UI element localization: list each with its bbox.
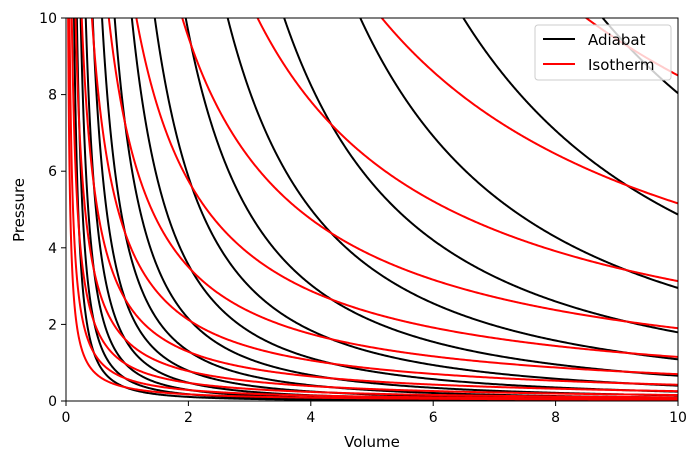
x-tick-label: 10 [669,410,687,426]
adiabat-curve-5 [184,18,678,377]
x-tick-label: 8 [551,410,560,426]
legend-adiabat-label: Adiabat [588,31,646,49]
isotherm-curve-4 [135,18,678,358]
y-axis-label: Pressure [10,178,28,242]
isotherm-curve-3 [181,18,678,330]
x-tick-label: 2 [184,410,193,426]
x-tick-label: 0 [62,410,71,426]
adiabat-curve-2 [359,18,678,290]
legend-isotherm-label: Isotherm [588,56,655,74]
y-tick-label: 0 [48,394,57,410]
isotherm-curve-1 [380,18,678,205]
adiabat-curve-6 [153,18,678,387]
x-axis-label: Volume [344,433,400,451]
adiabat-curve-1 [462,18,678,216]
isotherm-curve-7 [80,18,678,393]
axes-frame [65,17,679,402]
isotherm-curve-11 [67,18,678,401]
isotherm-curve-6 [90,18,678,386]
adiabat-curve-8 [113,18,678,397]
y-tick-label: 6 [48,164,57,180]
x-tick-label: 4 [306,410,315,426]
y-tick-label: 2 [48,317,57,333]
y-tick-label: 8 [48,88,57,104]
isotherm-curve-2 [256,18,678,283]
isotherm-curve-5 [107,18,678,376]
adiabat-curve-3 [283,18,678,334]
legend: Adiabat Isotherm [534,24,672,81]
isotherm-curve-10 [68,18,678,400]
adiabat-curve-7 [130,18,678,393]
isotherm-curve-8 [74,18,678,397]
y-tick-label: 4 [48,241,57,257]
isotherm-curve-9 [70,18,678,399]
adiabat-curve-4 [226,18,678,361]
x-tick-label: 6 [429,410,438,426]
y-tick-label: 10 [39,11,57,27]
